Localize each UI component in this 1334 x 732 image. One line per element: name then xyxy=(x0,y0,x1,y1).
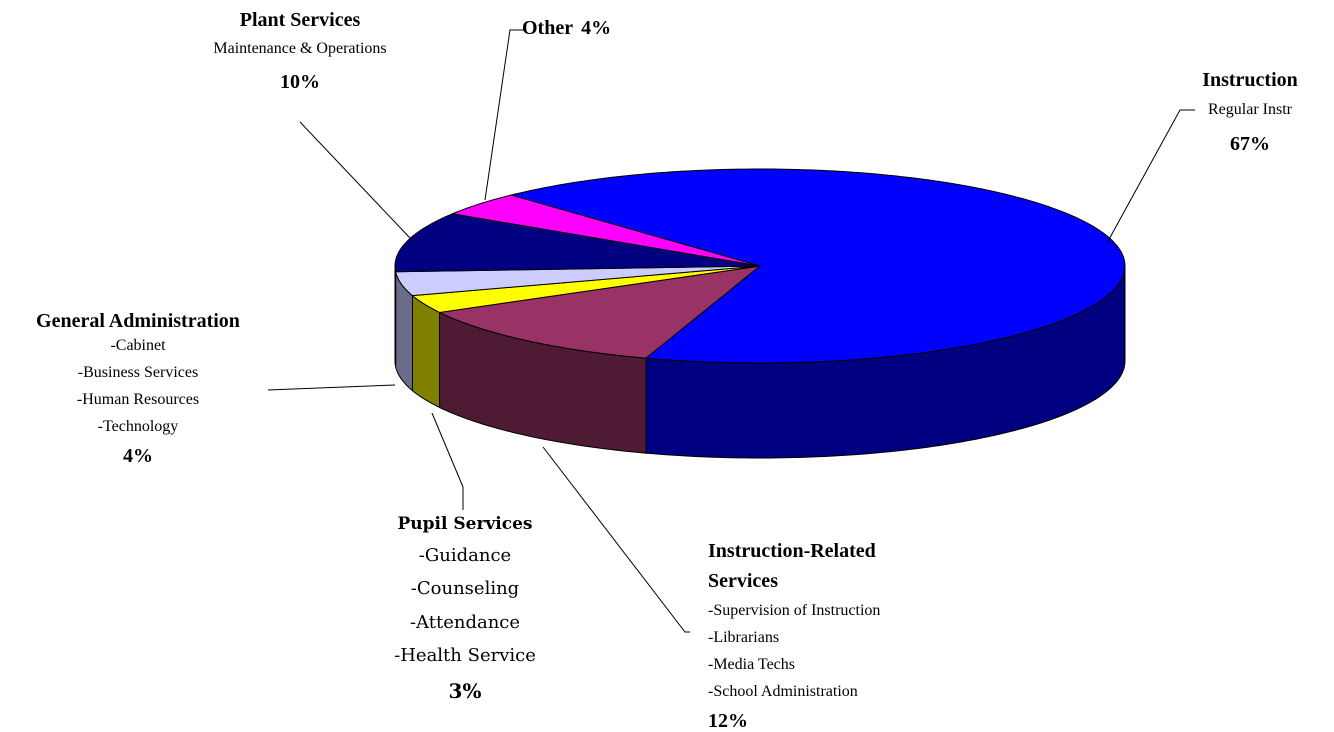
slice xyxy=(411,265,761,313)
detail-label: -Librarians xyxy=(708,629,780,646)
slice-label: Other 4% xyxy=(522,18,662,38)
detail-label: -Health Service xyxy=(394,645,536,666)
category-label: Other xyxy=(522,17,574,39)
slice-label: Instruction Regular Instr 67% xyxy=(1160,70,1334,154)
category-label: General Administration xyxy=(36,310,240,332)
leader-line xyxy=(1106,109,1195,244)
value-label: 10% xyxy=(280,71,320,93)
detail-label: Regular Instr xyxy=(1208,101,1292,118)
leader-line xyxy=(299,121,411,239)
detail-label: -Technology xyxy=(97,418,179,435)
leader-line xyxy=(484,29,525,201)
leader-line xyxy=(267,384,396,391)
detail-label: -Media Techs xyxy=(708,656,795,673)
value-label: 4% xyxy=(581,17,612,39)
slice-side xyxy=(394,265,397,367)
detail-label: -Supervision of Instruction xyxy=(708,602,881,619)
detail-label: -School Administration xyxy=(708,683,858,700)
category-label: Instruction xyxy=(1202,69,1298,91)
value-label: 12% xyxy=(708,710,748,732)
slice-label: Plant Services Maintenance & Operations 10… xyxy=(180,10,420,92)
slice xyxy=(450,194,761,267)
category-label: Plant Services xyxy=(239,9,361,31)
detail-label: Maintenance & Operations xyxy=(213,40,387,57)
slice-label: General Administration -Cabinet -Business … xyxy=(0,311,276,466)
value-label: 3% xyxy=(448,678,482,703)
slice xyxy=(395,265,761,297)
detail-label: -Counseling xyxy=(410,578,520,599)
leader-line xyxy=(431,412,464,510)
detail-label: -Guidance xyxy=(418,544,512,566)
slice-label: Pupil Services -Guidance -Counseling -Atten… xyxy=(350,516,580,701)
slice xyxy=(509,168,1126,364)
detail-label: -Business Services xyxy=(77,364,199,381)
detail-label: -Cabinet xyxy=(110,337,166,354)
slice xyxy=(437,265,762,359)
slice-label: Instruction-Related Services -Supervision… xyxy=(708,536,948,731)
category-label: Pupil Services xyxy=(397,514,533,534)
slice-side xyxy=(411,294,441,409)
detail-label: -Human Resources xyxy=(76,391,200,408)
slice xyxy=(394,213,761,273)
category-label: Instruction-Related Services xyxy=(708,540,876,592)
leader-line xyxy=(542,446,690,633)
value-label: 67% xyxy=(1230,133,1270,155)
value-label: 4% xyxy=(123,445,153,467)
detail-label: -Attendance xyxy=(409,611,521,633)
